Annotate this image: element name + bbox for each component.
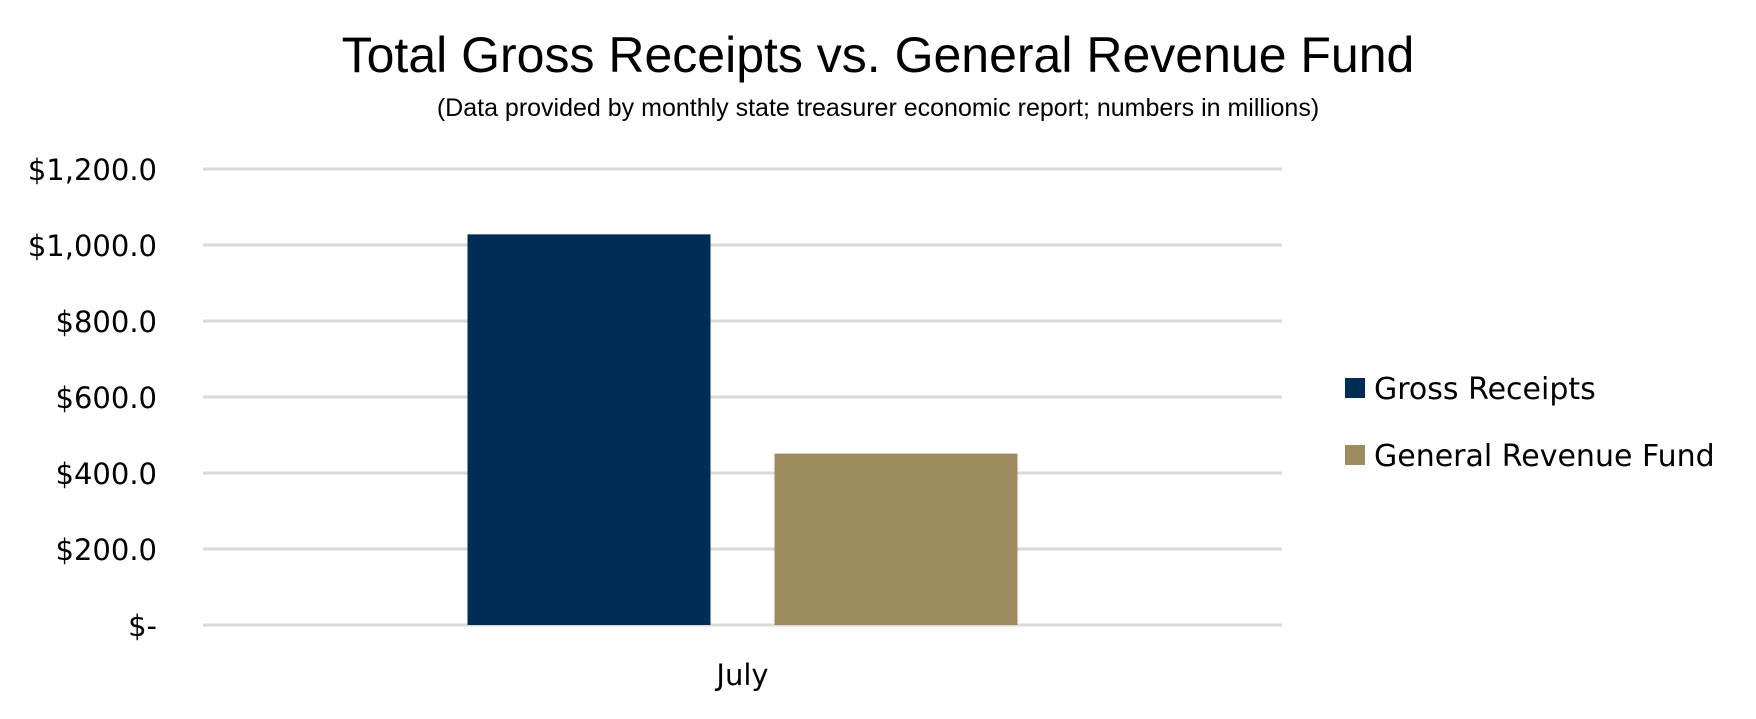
x-tick-label: July bbox=[714, 658, 768, 692]
y-tick-label: $400.0 bbox=[56, 457, 157, 491]
y-tick-label: $800.0 bbox=[56, 305, 157, 339]
chart-subtitle: (Data provided by monthly state treasure… bbox=[437, 94, 1319, 122]
y-tick-label: $200.0 bbox=[56, 533, 157, 567]
y-tick-label: $1,200.0 bbox=[28, 153, 157, 187]
y-tick-label: $- bbox=[128, 609, 157, 643]
legend-label: General Revenue Fund bbox=[1374, 439, 1715, 474]
bar-general-revenue-fund bbox=[774, 453, 1018, 625]
legend-swatch bbox=[1345, 378, 1365, 398]
legend-label: Gross Receipts bbox=[1374, 372, 1596, 407]
legend-swatch bbox=[1345, 445, 1365, 465]
chart-title: Total Gross Receipts vs. General Revenue… bbox=[342, 27, 1415, 83]
y-tick-label: $1,000.0 bbox=[28, 229, 157, 263]
y-tick-label: $600.0 bbox=[56, 381, 157, 415]
bar-gross-receipts bbox=[467, 234, 711, 626]
